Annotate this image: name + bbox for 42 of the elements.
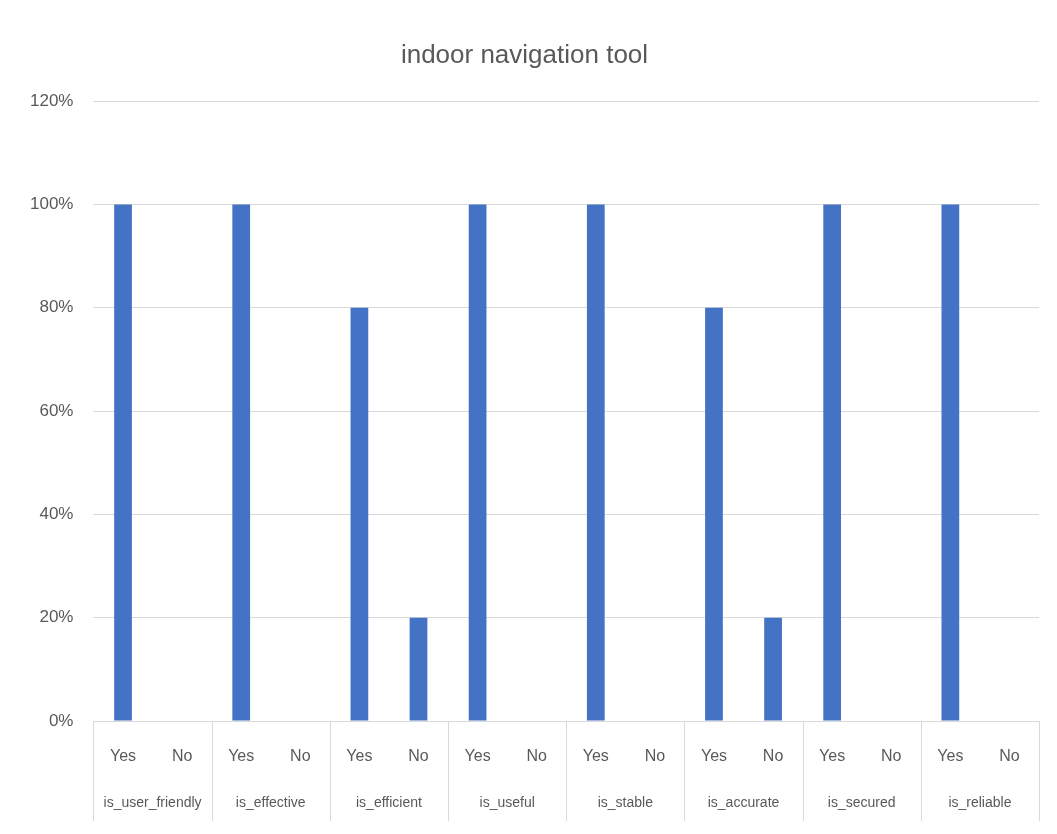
text: Yes [464,747,491,765]
x-tick-label: is_useful [479,793,535,810]
bar [409,617,428,721]
bar [941,204,960,721]
x-tick-label: is_accurate [707,793,780,810]
text: No [644,747,666,765]
text: Yes [700,747,728,765]
y-tick-label: 40% [39,504,74,524]
text: No [290,747,311,765]
bar [586,204,605,721]
text: No [881,747,902,765]
series-label: No [762,747,784,765]
x-tick-label: is_efficient [356,793,422,810]
bar [468,204,487,721]
y-tick-label: 80% [39,297,74,317]
text: Yes [346,747,373,765]
bar [823,204,842,721]
bar [114,204,132,721]
bar [764,617,782,721]
y-tick-label: 60% [39,400,74,420]
bar [232,204,251,721]
x-tick-label: is_effective [235,793,306,810]
x-tick-label: is_user_friendly [103,793,202,810]
text: No [171,747,193,765]
text: Yes [937,747,964,765]
bar [350,307,369,721]
y-tick-label: 20% [39,607,74,627]
text: Yes [109,747,137,765]
text: Yes [819,747,846,765]
text: No [999,747,1020,765]
text: Yes [228,747,255,765]
bar [705,307,723,721]
series-label: Yes [582,747,609,765]
y-tick-label: 0% [48,710,74,730]
y-tick-label: 100% [30,194,74,214]
x-tick-label: is_stable [597,793,654,810]
chart-title: indoor navigation tool [400,38,649,69]
text: No [408,747,429,765]
text: No [526,747,547,765]
x-tick-label: is_reliable [948,793,1012,810]
y-tick-label: 120% [30,90,74,110]
x-tick-label: is_secured [827,793,896,810]
